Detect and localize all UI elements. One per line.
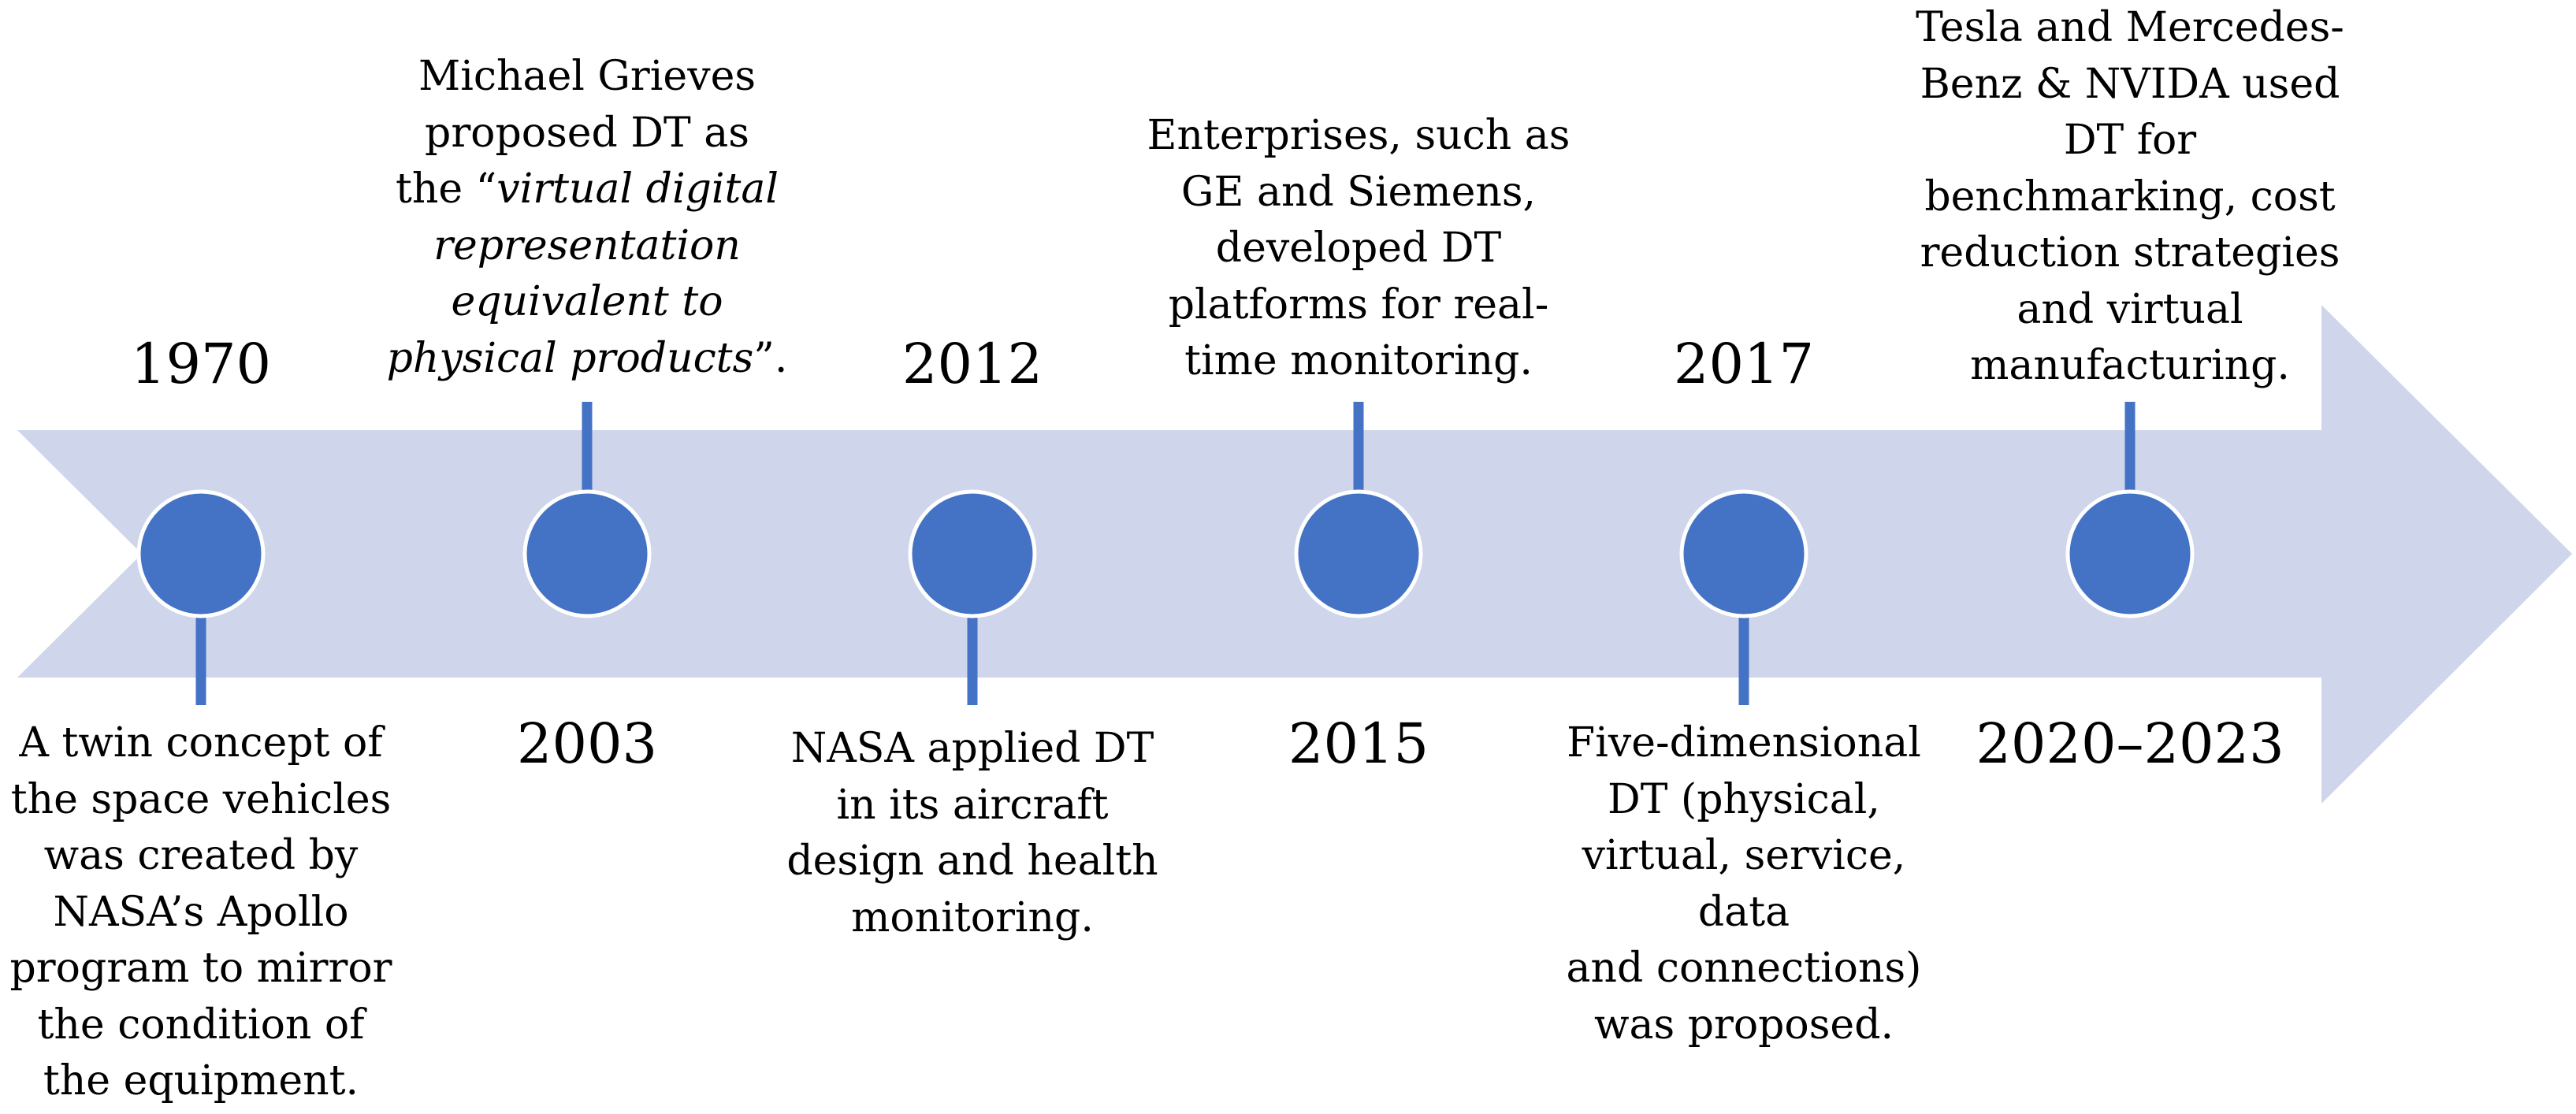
year-label-2020-2023: 2020–2023	[1976, 711, 2284, 776]
node-2020-2023	[2065, 489, 2195, 618]
event-description-2003-italic-quote: virtual digital representation equivalen…	[386, 165, 779, 382]
node-2017	[1679, 489, 1808, 618]
event-description-2017: Five-dimensional DT (physical, virtual, …	[1566, 719, 1922, 1049]
event-description-2003-part-3: ”.	[753, 334, 788, 382]
event-description-2020-2023: Tesla and Mercedes- Benz & NVIDA used DT…	[1916, 4, 2344, 389]
event-description-2012: NASA applied DT in its aircraft design a…	[786, 725, 1158, 941]
node-2012	[908, 489, 1037, 618]
event-description-1970: A twin concept of the space vehicles was…	[9, 719, 392, 1105]
year-label-2017: 2017	[1673, 332, 1815, 396]
node-1970	[136, 489, 266, 618]
year-label-1970: 1970	[130, 332, 272, 396]
event-description-2003-part-1: Michael Grieves proposed DT as the “	[395, 53, 756, 213]
year-label-2012: 2012	[901, 332, 1043, 396]
node-2003	[522, 489, 652, 618]
year-label-2003: 2003	[516, 711, 658, 776]
event-description-2015: Enterprises, such as GE and Siemens, dev…	[1147, 112, 1571, 384]
node-2015	[1294, 489, 1423, 618]
event-description-2003: Michael Grieves proposed DT as the “virt…	[374, 49, 800, 387]
year-label-2015: 2015	[1288, 711, 1429, 776]
